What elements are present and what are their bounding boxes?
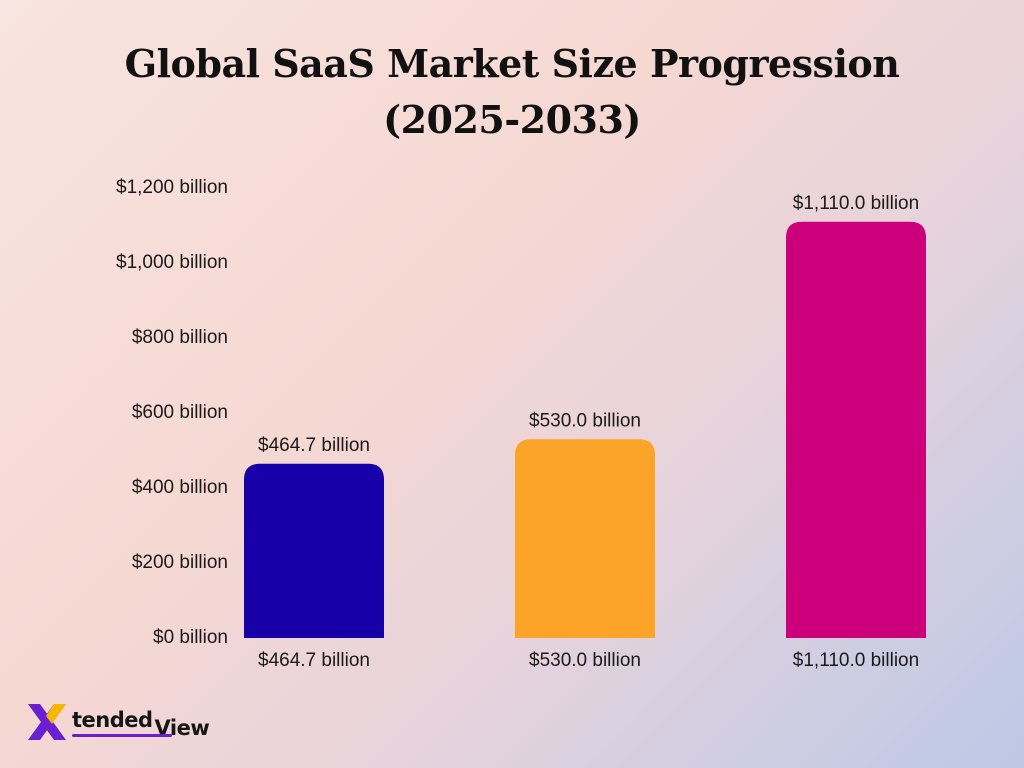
x-logo-icon — [28, 704, 66, 740]
y-axis: $0 billion $200 billion $400 billion $600 b… — [116, 177, 228, 648]
bar — [244, 463, 384, 638]
chart-title: Global SaaS Market Size Progression (202… — [0, 36, 1024, 148]
x-category-label: $1,110.0 billion — [793, 650, 919, 671]
x-category-label: $530.0 billion — [529, 650, 641, 671]
y-tick-label: $200 billion — [132, 552, 228, 573]
y-tick-label: $800 billion — [132, 327, 228, 348]
x-category-label: $464.7 billion — [258, 650, 370, 671]
bars — [244, 221, 926, 638]
y-tick-label: $400 billion — [132, 477, 228, 498]
chart-title-years: (2025-2033) — [383, 97, 641, 142]
bar — [515, 439, 655, 638]
y-tick-label: $1,200 billion — [116, 177, 228, 198]
y-tick-label: $1,000 billion — [116, 252, 228, 273]
logo-underline — [72, 734, 172, 737]
logo-wordmark: tendedView — [72, 708, 210, 740]
bar-value-label: $1,110.0 billion — [793, 193, 919, 214]
bar-value-label: $530.0 billion — [529, 410, 641, 431]
logo-wordmark-part1: tended — [72, 708, 153, 732]
y-tick-label: $600 billion — [132, 402, 228, 423]
category-labels: $464.7 billion $530.0 billion $1,110.0 bil… — [258, 650, 919, 671]
chart-title-main: Global SaaS Market Size Progression — [124, 41, 900, 86]
bar-chart: $0 billion $200 billion $400 billion $600 b… — [116, 177, 926, 671]
y-tick-label: $0 billion — [153, 627, 228, 648]
xtendedview-logo: tendedView — [26, 702, 226, 746]
bar — [786, 221, 926, 638]
value-labels: $464.7 billion $530.0 billion $1,110.0 bil… — [258, 193, 919, 456]
bar-value-label: $464.7 billion — [258, 435, 370, 456]
